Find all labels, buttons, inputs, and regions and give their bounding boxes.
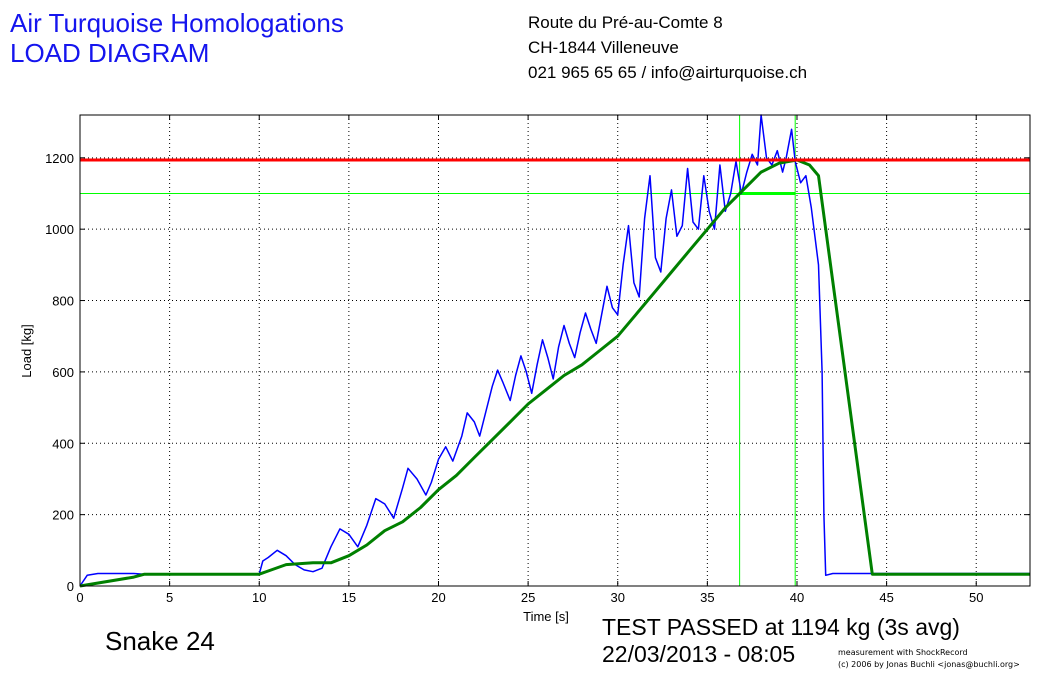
credit-line-1: measurement with ShockRecord [838,648,968,657]
company-name: Air Turquoise Homologations [10,8,344,38]
average-load-series [79,158,1030,588]
y-tick-label: 1200 [45,151,74,166]
y-tick-label: 800 [52,294,74,309]
x-tick-label: 15 [342,590,356,605]
test-result: TEST PASSED at 1194 kg (3s avg) [602,614,960,640]
x-tick-label: 5 [166,590,173,605]
raw-load-series [79,114,1030,587]
plot-area-background [80,115,1030,586]
x-tick-label: 40 [790,590,804,605]
x-tick-label: 0 [76,590,83,605]
x-tick-label: 10 [252,590,266,605]
x-tick-label: 45 [879,590,893,605]
plot-frame [79,114,1031,587]
x-tick-label: 20 [431,590,445,605]
x-tick-label: 35 [700,590,714,605]
y-tick-label: 600 [52,365,74,380]
sample-name: Snake 24 [105,626,215,656]
header-address-block: Route du Pré-au-Comte 8 CH-1844 Villeneu… [528,10,807,85]
grid-lines [80,115,1030,586]
credit-line-2: (c) 2006 by Jonas Buchli <jonas@buchli.o… [838,660,1020,669]
contact-line: 021 965 65 65 / info@airturquoise.ch [528,63,808,82]
y-tick-label: 0 [67,579,74,594]
x-tick-label: 50 [969,590,983,605]
credit-block: measurement with ShockRecord (c) 2006 by… [838,647,1020,671]
y-tick-label: 1000 [45,222,74,237]
test-result-block: TEST PASSED at 1194 kg (3s avg) 22/03/20… [602,614,960,668]
axis-ticks: 0 5 10 15 20 25 30 35 40 45 50 0 200 400 600 800 1000 120… [45,115,1030,605]
diagram-title: LOAD DIAGRAM [10,38,210,68]
y-tick-label: 200 [52,508,74,523]
test-datetime: 22/03/2013 - 08:05 [602,641,796,667]
y-tick-label: 400 [52,436,74,451]
x-tick-label: 30 [611,590,625,605]
address-line-1: Route du Pré-au-Comte 8 [528,13,723,32]
data-series [79,114,1030,588]
address-line-2: CH-1844 Villeneuve [528,38,679,57]
x-tick-label: 25 [521,590,535,605]
header-company-block: Air Turquoise Homologations LOAD DIAGRAM [10,8,344,68]
x-axis-label: Time [s] [523,609,569,624]
y-axis-label: Load [kg] [19,324,34,378]
